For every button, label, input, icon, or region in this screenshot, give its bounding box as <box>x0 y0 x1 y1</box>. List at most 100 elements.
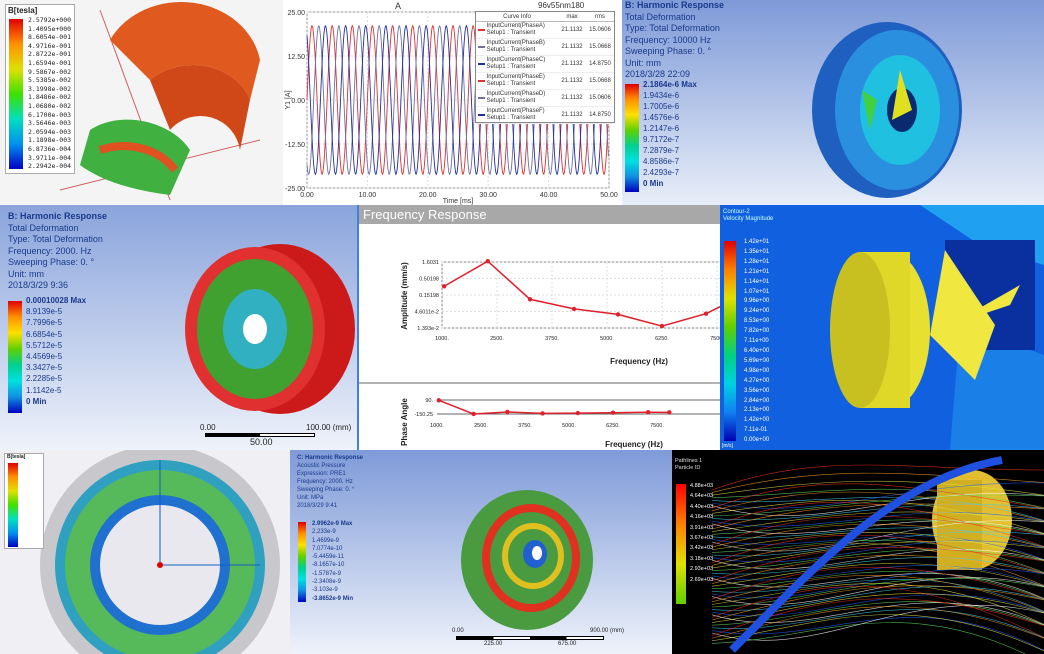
pathline <box>711 499 1044 534</box>
project-name: 96v55nm180 <box>538 1 585 10</box>
y-tick-label: 90. <box>425 398 433 404</box>
x-tick-label: 1000. <box>430 423 444 429</box>
legend-value: 5.5712e-5 <box>26 340 63 350</box>
legend-value: 4.9716e-001 <box>28 41 72 50</box>
legend: B[tesla] 2.5792e+000 1.4095e+000 8.6054e-0… <box>5 4 75 174</box>
color-ramp <box>676 484 686 604</box>
pathline <box>711 617 1044 651</box>
legend-value: 1.8486e-002 <box>28 93 72 102</box>
amplitude-point <box>442 284 447 289</box>
panel-current-chart: 25.00 12.50 0.00 -12.50 -25.00 0.00 10.00 20.00… <box>283 0 622 205</box>
info-line: Unit: mm <box>8 268 44 279</box>
pathline <box>711 540 1044 569</box>
legend-value: 1.35e+01 <box>744 248 770 255</box>
y-tick-label: 4.6011e-2 <box>415 310 439 316</box>
pathline <box>711 515 1044 545</box>
legend-value: -5.4459e-11 <box>312 554 344 561</box>
series-line <box>306 24 609 176</box>
legend: 4.88e+03 4.64e+03 4.40e+03 4.16e+03 3.91e+03… <box>690 481 713 585</box>
legend-value: 4.88e+03 <box>690 483 714 489</box>
legend: 1.42e+01 1.35e+01 1.28e+01 1.21e+01 1.14e+01… <box>744 238 769 446</box>
pathline <box>711 585 1044 638</box>
y-axis-label: Amplitude (mm/s) <box>400 262 409 330</box>
y-tick-label: 0.00 <box>291 98 305 105</box>
y-tick-label: 0.50198 <box>419 277 439 283</box>
x-tick-label: 2500. <box>474 423 488 429</box>
curve-name: InputCurrent(PhaseB) Setup1 : Transient <box>486 40 545 53</box>
x-tick-label: 20.00 <box>419 192 437 199</box>
panel-pathlines: Pathlines 1 Particle ID 4.88e+03 4.64e+03… <box>672 450 1044 654</box>
x-tick-label: 5000. <box>600 336 614 342</box>
x-tick-label: 5000. <box>562 423 576 429</box>
panel-harmonic-10000hz: B: Harmonic Response Total Deformation Typ… <box>622 0 1044 205</box>
y-tick-label: 1.393e-2 <box>417 326 439 332</box>
info-line: 2018/3/28 22:09 <box>625 69 691 79</box>
amplitude-point <box>485 258 490 264</box>
panel-velocity-contour: Contour-2 Velocity Magnitude 1.42e+01 1.3… <box>720 205 1044 450</box>
legend-value: 2.69e+03 <box>690 576 714 583</box>
info-line: 2018/3/29 9:41 <box>297 503 338 509</box>
legend-value: 4.64e+03 <box>690 493 714 500</box>
series-swatch <box>478 63 485 65</box>
legend-value: 7.0774e-10 <box>312 545 343 552</box>
panel-harmonic-2000hz: B: Harmonic Response Total Deformation Typ… <box>0 205 357 450</box>
info-line: 2018/3/29 9:36 <box>8 280 69 290</box>
pathline <box>711 549 1044 570</box>
legend-value: 9.96e+00 <box>744 298 770 305</box>
legend-value: 2.2942e-004 <box>28 162 72 171</box>
curve-info-row: InputCurrent(PhaseE) Setup1 : Transient 2… <box>476 73 614 90</box>
panel-frequency-response: Frequency Response 1.6031 0.50198 0.15198 4… <box>357 205 720 450</box>
frequency-response-chart: 1.6031 0.50198 0.15198 4.6011e-2 1.393e-2 100… <box>359 258 720 449</box>
info-line: B: Harmonic Response <box>8 211 108 221</box>
pathline-bundle <box>729 456 1003 653</box>
amplitude-point <box>527 297 533 302</box>
legend-value: 1.4095e+000 <box>28 24 72 33</box>
result-info: C: Harmonic Response Acoustic Pressure Exp… <box>297 454 363 510</box>
pathline <box>711 488 1044 509</box>
pathline <box>711 577 1044 605</box>
legend-value: 9.24e+00 <box>744 308 770 315</box>
pathline <box>711 472 1044 493</box>
pathline <box>711 547 1044 582</box>
legend-value: 4.16e+03 <box>690 514 714 521</box>
phase-point <box>540 411 545 416</box>
series-swatch <box>478 46 485 48</box>
info-line: Sweeping Phase: 0. ° <box>297 487 355 493</box>
col-rms: rms <box>595 14 605 20</box>
legend-value: 2.0594e-003 <box>28 127 72 136</box>
legend-value: 2.13e+00 <box>744 407 770 414</box>
legend-value: 3.42e+03 <box>690 545 714 552</box>
pathline <box>711 511 1044 532</box>
legend-value: 7.82e+00 <box>744 328 770 335</box>
x-tick-label: 2500. <box>490 336 504 342</box>
pathline <box>711 593 1044 623</box>
legend-value: 5.5385e-002 <box>28 76 72 85</box>
series-swatch <box>478 80 485 82</box>
y-axis-label: Y1 [A] <box>285 90 292 109</box>
legend: 2.9962e-9 Max 2.233e-9 1.4699e-9 7.0774e-10… <box>312 520 353 603</box>
legend-value: 2.1864e-6 Max <box>643 80 697 89</box>
pathline <box>711 585 1044 621</box>
legend-value: 7.11e+00 <box>744 338 769 345</box>
pathline-variable: Particle ID <box>675 465 701 471</box>
curve-name: InputCurrent(PhaseA) Setup1 : Transient <box>486 23 545 36</box>
color-ramp <box>9 19 23 169</box>
pathline <box>711 480 1044 496</box>
pathline <box>711 540 1044 563</box>
info-line: Frequency: 2000. Hz <box>8 245 92 256</box>
legend-value: 1.1898e-003 <box>28 136 72 145</box>
wheel-deformation-plot <box>185 244 355 414</box>
legend-value: 7.2879e-7 <box>643 146 680 155</box>
y-tick-label: -12.50 <box>285 142 305 149</box>
amplitude-plot-area <box>441 261 720 329</box>
pathline <box>711 540 1044 573</box>
scale-end: 900.00 (mm) <box>590 628 625 634</box>
info-line: Type: Total Deformation <box>625 23 720 33</box>
legend-value: 3.9711e-004 <box>28 153 72 162</box>
curve-name: InputCurrent(PhaseC) Setup1 : Transient <box>486 57 546 70</box>
x-axis-label: Frequency (Hz) <box>605 440 663 449</box>
legend-value: 4.4569e-5 <box>26 352 63 362</box>
contour-variable: Velocity Magnitude <box>723 216 774 222</box>
fan-velocity-plot <box>830 205 1044 450</box>
y-tick-label: 0.15198 <box>419 293 439 299</box>
